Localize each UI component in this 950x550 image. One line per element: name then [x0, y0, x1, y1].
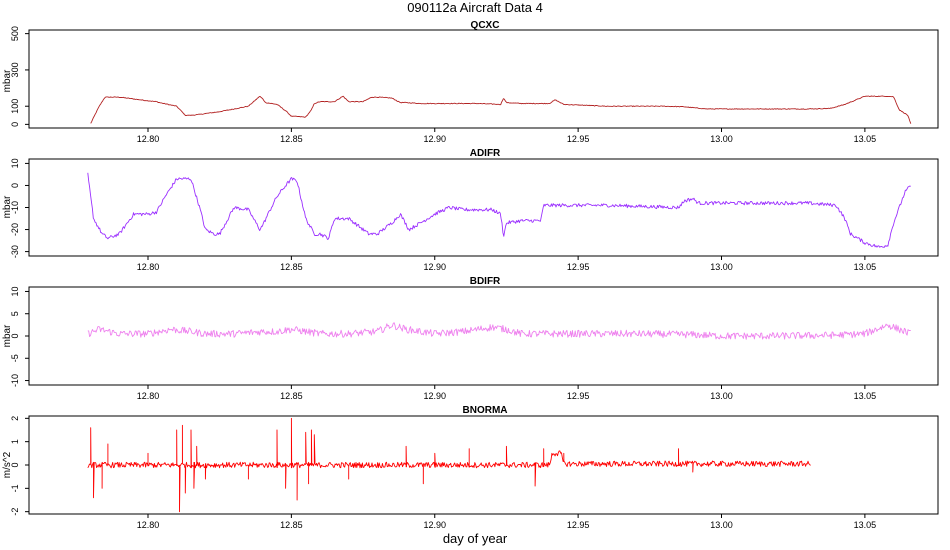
y-axis-label: mbar: [2, 324, 13, 347]
y-tick-label: 2: [10, 416, 20, 421]
x-tick-label: 12.90: [423, 391, 446, 401]
x-tick-label: 13.05: [854, 134, 877, 144]
x-tick-label: 13.05: [854, 391, 877, 401]
x-tick-label: 13.00: [710, 262, 733, 272]
y-axis-label: mbar: [2, 195, 13, 218]
y-tick-label: -2: [10, 508, 20, 516]
x-tick-label: 13.05: [854, 520, 877, 530]
x-tick-label: 12.80: [137, 134, 160, 144]
x-tick-label: 12.85: [280, 134, 303, 144]
x-tick-label: 13.00: [710, 520, 733, 530]
x-tick-label: 12.95: [567, 134, 590, 144]
x-tick-label: 12.85: [280, 391, 303, 401]
plot-frame: [28, 158, 939, 257]
x-tick-label: 13.00: [710, 134, 733, 144]
panel-adifr: ADIFR mbar 12.80 12.85 12.90 12.95 13.00 13.0…: [2, 148, 939, 272]
y-tick-label: -20: [10, 223, 20, 236]
y-tick-label: 10: [10, 286, 20, 296]
x-tick-label: 12.80: [137, 391, 160, 401]
x-tick-label: 12.95: [567, 391, 590, 401]
panel-qcxc: QCXC mbar 12.80 12.85 12.90 12.95 13.00 13.05…: [2, 20, 939, 144]
y-tick-label: 0: [10, 122, 20, 127]
x-tick-label: 12.80: [137, 520, 160, 530]
y-tick-label: 100: [10, 99, 20, 114]
x-tick-label: 13.00: [710, 391, 733, 401]
panel-title: BDIFR: [470, 276, 501, 287]
series-line: [87, 172, 911, 248]
x-tick-label: 13.05: [854, 262, 877, 272]
y-tick-label: 500: [10, 26, 20, 41]
plot-frame: [28, 29, 939, 129]
plot-area: 12.80 12.85 12.90 12.95 13.00 13.05 0 100 300 500: [10, 26, 939, 144]
panel-title: ADIFR: [470, 148, 501, 159]
x-tick-label: 12.95: [567, 520, 590, 530]
y-axis-label: m/s^2: [2, 451, 13, 478]
figure-title: 090112a Aircraft Data 4: [407, 0, 543, 15]
x-tick-label: 12.90: [423, 262, 446, 272]
x-tick-label: 12.85: [280, 520, 303, 530]
y-tick-label: -1: [10, 484, 20, 492]
x-tick-label: 12.90: [423, 520, 446, 530]
y-axis-label: mbar: [2, 69, 13, 92]
plot-area: 12.80 12.85 12.90 12.95 13.00 13.05 -2 -1 0 1 2: [10, 415, 939, 530]
plot-area: 12.80 12.85 12.90 12.95 13.00 13.05 -10 -5 0 5 10: [10, 286, 939, 401]
y-tick-label: 10: [10, 158, 20, 168]
x-tick-label: 12.95: [567, 262, 590, 272]
series-line: [90, 95, 912, 124]
y-tick-label: 0: [10, 462, 20, 467]
panel-bdifr: BDIFR mbar 12.80 12.85 12.90 12.95 13.00 13.0…: [2, 276, 939, 401]
y-tick-label: 300: [10, 62, 20, 77]
y-tick-label: -10: [10, 201, 20, 214]
x-tick-label: 12.85: [280, 262, 303, 272]
panel-title: QCXC: [471, 20, 500, 31]
x-tick-label: 12.90: [423, 134, 446, 144]
panel-bnorma: BNORMA m/s^2 12.80 12.85 12.90 12.95 13.00 13…: [2, 405, 939, 530]
y-tick-label: -5: [10, 354, 20, 362]
panel-title: BNORMA: [463, 405, 508, 416]
y-tick-label: 0: [10, 333, 20, 338]
y-tick-label: 0: [10, 183, 20, 188]
plot-area: 12.80 12.85 12.90 12.95 13.00 13.05 -30 -20 -10 0…: [10, 158, 939, 272]
y-tick-label: 1: [10, 439, 20, 444]
series-line: [87, 417, 811, 513]
y-tick-label: -10: [10, 374, 20, 387]
x-axis-label: day of year: [443, 531, 508, 546]
y-tick-label: 5: [10, 311, 20, 316]
y-tick-label: -30: [10, 245, 20, 258]
x-tick-label: 12.80: [137, 262, 160, 272]
series-line: [87, 322, 911, 340]
